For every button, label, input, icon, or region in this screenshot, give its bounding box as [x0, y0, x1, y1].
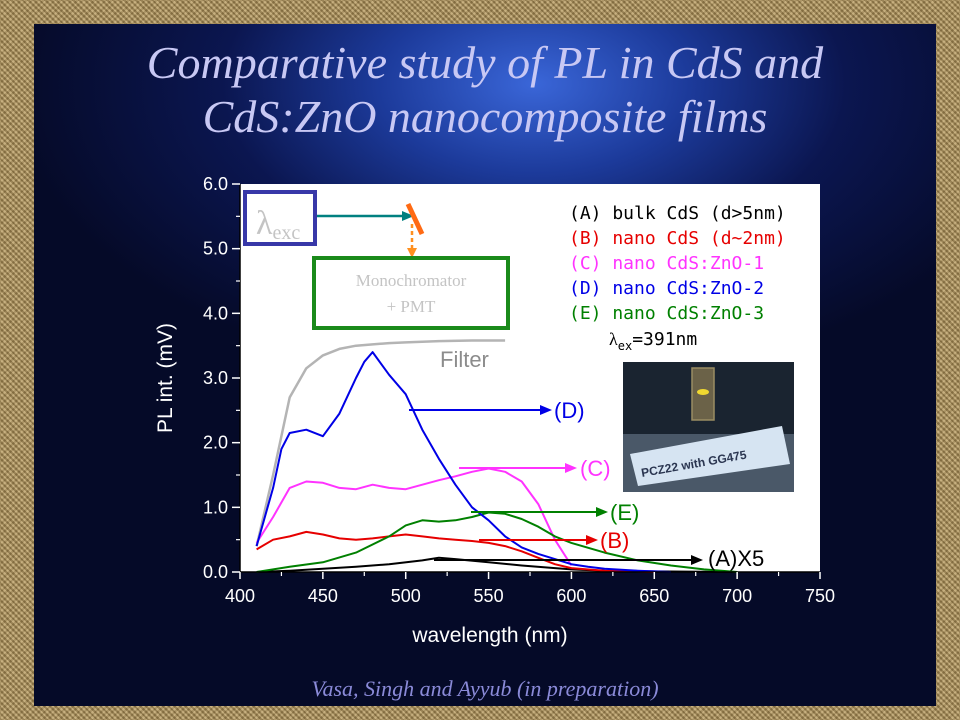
- axes-layer: 400 450 500 550 600 650 700 750 0.0 1.0 2.0 3.0 4.0 5…: [154, 174, 835, 647]
- legend-entry-b: (B) nano CdS (d~2nm): [569, 228, 786, 249]
- y-tick-label: 2.0: [203, 433, 228, 453]
- annotation-arrows: [409, 405, 703, 565]
- title-line-2: CdS:ZnO nanocomposite films: [202, 91, 768, 142]
- annotation-labels: Filter (D) (C) (E) (B) (A)X5: [440, 347, 764, 571]
- arrow-A-head: [691, 555, 703, 565]
- slide-title: Comparative study of PL in CdS and CdS:Z…: [34, 36, 936, 144]
- slide: Comparative study of PL in CdS and CdS:Z…: [34, 24, 936, 706]
- y-tick-label: 4.0: [203, 303, 228, 323]
- arrow-C-head: [565, 463, 577, 473]
- y-tick-label: 5.0: [203, 239, 228, 259]
- lambda-exc-symbol: λ: [256, 205, 273, 242]
- pl-chart: 400 450 500 550 600 650 700 750 0.0 1.0 2.0 3.0 4.0 5…: [154, 174, 835, 647]
- label-filter: Filter: [440, 347, 489, 372]
- x-tick-label: 400: [225, 586, 255, 606]
- sample-photo: PCZ22 with GG475: [623, 362, 794, 492]
- legend-entry-d: (D) nano CdS:ZnO-2: [569, 278, 764, 299]
- setup-schematic: λexc Monochromator + PMT: [243, 190, 510, 330]
- y-tick-label: 6.0: [203, 174, 228, 194]
- arrow-D-head: [540, 405, 552, 415]
- pmt-label: + PMT: [387, 297, 436, 316]
- y-tick-label: 3.0: [203, 368, 228, 388]
- x-tick-label: 650: [639, 586, 669, 606]
- photo-card: [630, 426, 790, 486]
- emission-arrowhead: [407, 248, 417, 258]
- photo-glow: [697, 389, 709, 395]
- arrow-E-head: [596, 507, 608, 517]
- lambda-ex-value: =391nm: [632, 329, 697, 350]
- legend: (A) bulk CdS (d>5nm) (B) nano CdS (d~2nm)…: [569, 203, 786, 324]
- x-tick-label: 500: [391, 586, 421, 606]
- series-line-d: [255, 351, 671, 573]
- x-tick-label: 750: [805, 586, 835, 606]
- lambda-exc-subscript: exc: [273, 222, 301, 244]
- label-A: (A)X5: [708, 546, 764, 571]
- title-line-1: Comparative study of PL in CdS and: [146, 37, 824, 88]
- label-E: (E): [610, 500, 639, 525]
- monochromator-box: [312, 256, 510, 330]
- sample-mirror: [405, 202, 425, 236]
- arrow-B-head: [586, 535, 598, 545]
- credit-line: Vasa, Singh and Ayyub (in preparation): [311, 676, 659, 701]
- monochromator-label: Monochromator: [356, 271, 467, 290]
- label-C: (C): [580, 456, 611, 481]
- x-tick-label: 600: [556, 586, 586, 606]
- legend-entry-e: (E) nano CdS:ZnO-3: [569, 303, 764, 324]
- series-line-filter: [255, 339, 506, 547]
- y-tick-label: 0.0: [203, 562, 228, 582]
- legend-entry-c: (C) nano CdS:ZnO-1: [569, 253, 764, 274]
- label-D: (D): [554, 398, 585, 423]
- x-tick-label: 450: [308, 586, 338, 606]
- x-tick-label: 550: [474, 586, 504, 606]
- lambda-ex-subscript: ex: [618, 339, 632, 353]
- excitation-wavelength: λex=391nm: [609, 329, 697, 353]
- x-axis-title: wavelength (nm): [411, 624, 567, 647]
- label-B: (B): [600, 528, 629, 553]
- lambda-ex-symbol: λ: [609, 329, 618, 349]
- beam-arrowhead: [402, 211, 414, 221]
- x-tick-label: 700: [722, 586, 752, 606]
- lambda-exc-label: λexc: [256, 205, 300, 244]
- y-axis-title: PL int. (mV): [154, 323, 177, 433]
- series-line-c: [255, 467, 573, 567]
- lambda-exc-box: [243, 190, 317, 246]
- legend-entry-a: (A) bulk CdS (d>5nm): [569, 203, 786, 224]
- y-tick-label: 1.0: [203, 497, 228, 517]
